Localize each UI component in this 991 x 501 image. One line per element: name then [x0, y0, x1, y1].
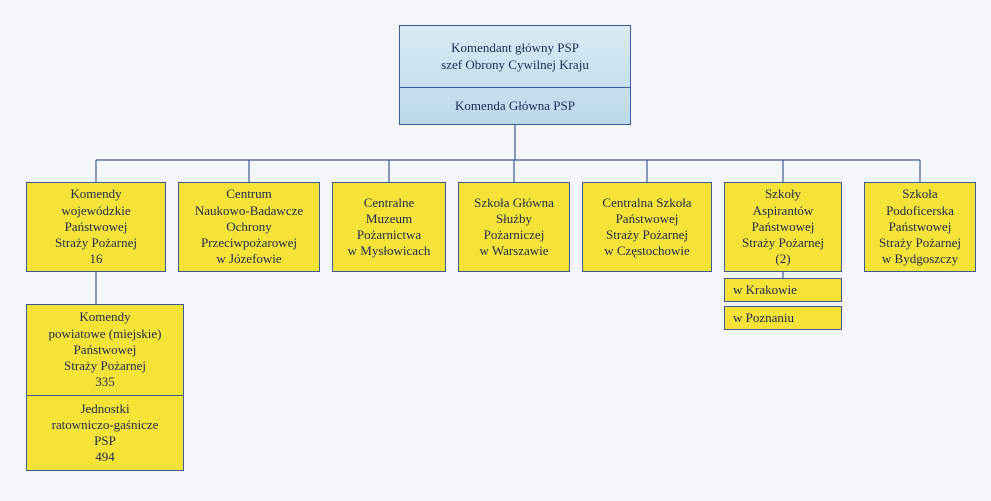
top-line1: Komendant główny PSP — [408, 40, 622, 56]
node-komendy-wojewodzkie: Komendy wojewódzkie Państwowej Straży Po… — [26, 182, 166, 272]
top-line2: szef Obrony Cywilnej Kraju — [408, 57, 622, 73]
top-line3: Komenda Główna PSP — [455, 98, 575, 114]
node-komendant-glowny: Komendant główny PSP szef Obrony Cywilne… — [399, 25, 631, 125]
node-szkola-glowna: Szkoła Główna Służby Pożarniczej w Warsz… — [458, 182, 570, 272]
node-jednostki-rg: Jednostki ratowniczo-gaśnicze PSP 494 — [26, 395, 184, 471]
node-sub-krakow: w Krakowie — [724, 278, 842, 302]
node-centrum-naukowo-badawcze: Centrum Naukowo-Badawcze Ochrony Przeciw… — [178, 182, 320, 272]
node-sub-poznan: w Poznaniu — [724, 306, 842, 330]
node-centralne-muzeum: Centralne Muzeum Pożarnictwa w Mysłowica… — [332, 182, 446, 272]
node-centralna-szkola: Centralna Szkoła Państwowej Straży Pożar… — [582, 182, 712, 272]
node-szkola-podoficerska: Szkoła Podoficerska Państwowej Straży Po… — [864, 182, 976, 272]
node-szkoly-aspirantow: Szkoły Aspirantów Państwowej Straży Poża… — [724, 182, 842, 272]
node-komendy-powiatowe: Komendy powiatowe (miejskie) Państwowej … — [26, 304, 184, 396]
